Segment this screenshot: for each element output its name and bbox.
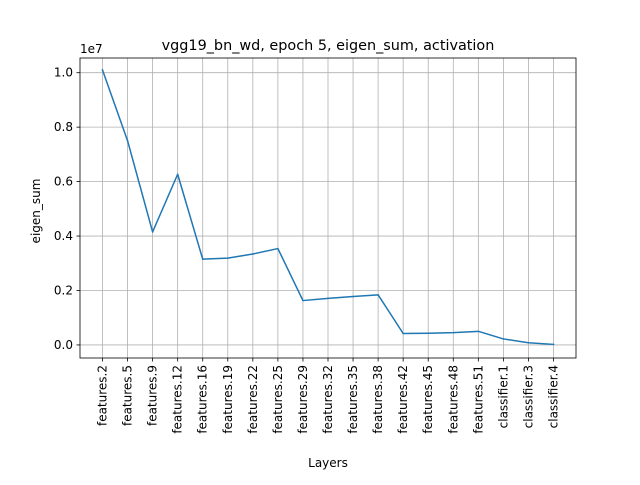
x-tick-label: features.2 <box>96 365 110 426</box>
data-point <box>201 258 204 260</box>
data-point <box>477 330 480 333</box>
y-tick-label: 0.6 <box>54 175 73 189</box>
data-point <box>402 332 404 335</box>
x-tick-label: features.45 <box>421 365 435 434</box>
y-axis-offset-label: 1e7 <box>80 42 103 56</box>
x-tick-label: features.12 <box>171 365 185 434</box>
x-tick-label: features.32 <box>321 365 335 434</box>
x-axis-label: Layers <box>308 456 348 470</box>
ticks: features.2 features.5 features.9 features.1… <box>54 66 561 434</box>
data-point <box>327 297 329 300</box>
data-point <box>227 257 229 259</box>
y-tick-label: 0.8 <box>54 120 73 134</box>
data-point <box>552 343 555 346</box>
data-point <box>302 299 304 302</box>
y-tick-label: 0.2 <box>54 283 73 297</box>
x-tick-label: features.19 <box>221 365 235 434</box>
x-tick-label: features.51 <box>471 365 485 434</box>
x-tick-label: classifier.1 <box>496 365 510 428</box>
data-point <box>252 253 254 255</box>
data-point <box>427 332 429 334</box>
x-tick-label: features.48 <box>446 365 460 434</box>
x-tick-label: features.22 <box>246 365 260 434</box>
data-point <box>151 231 154 233</box>
x-tick-label: features.5 <box>121 365 135 426</box>
x-tick-label: features.38 <box>371 365 385 434</box>
y-tick-label: 0.0 <box>54 338 73 352</box>
y-tick-label: 1.0 <box>54 66 73 80</box>
y-tick-label: 0.4 <box>54 229 73 243</box>
data-point <box>176 173 179 175</box>
data-point <box>377 294 379 296</box>
grid <box>80 58 576 358</box>
x-tick-label: features.42 <box>396 365 410 434</box>
x-tick-label: features.35 <box>346 365 360 434</box>
data-point <box>452 331 455 334</box>
data-point <box>101 69 104 71</box>
x-tick-label: classifier.4 <box>547 365 561 428</box>
series-layer <box>101 69 555 346</box>
data-point <box>277 247 279 250</box>
x-tick-label: features.16 <box>196 365 210 434</box>
data-point <box>502 338 505 340</box>
x-tick-label: classifier.3 <box>521 365 535 428</box>
y-axis-label: eigen_sum <box>29 179 43 244</box>
x-tick-label: features.9 <box>146 365 160 426</box>
data-point <box>352 295 354 298</box>
chart-title: vgg19_bn_wd, epoch 5, eigen_sum, activat… <box>162 38 495 54</box>
data-point <box>527 342 530 344</box>
data-point <box>126 140 129 142</box>
x-tick-label: features.29 <box>296 365 310 434</box>
x-tick-label: features.25 <box>271 365 285 434</box>
